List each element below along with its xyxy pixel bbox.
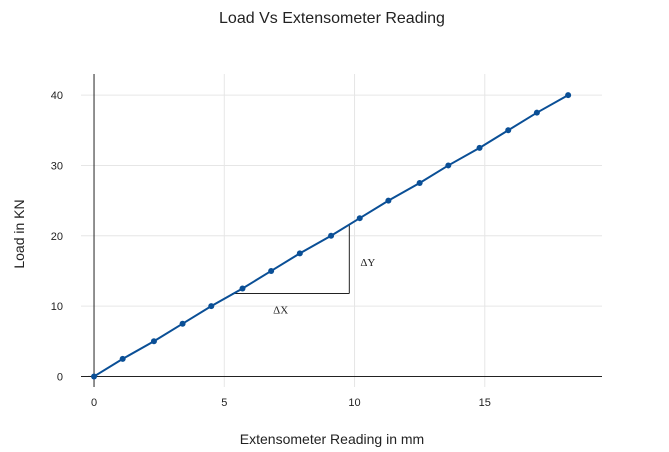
- delta-x-label: ΔX: [273, 304, 288, 316]
- delta-y-label: ΔY: [360, 257, 375, 269]
- chart-title: Load Vs Extensometer Reading: [219, 10, 445, 27]
- y-tick-label: 40: [51, 90, 63, 102]
- data-point: [208, 303, 215, 310]
- grid-lines: [81, 74, 602, 387]
- data-point: [91, 373, 98, 380]
- x-tick-label: 0: [91, 397, 97, 409]
- x-tick-label: 5: [221, 397, 227, 409]
- data-point: [565, 92, 572, 99]
- data-point: [416, 180, 423, 187]
- data-point: [268, 267, 275, 274]
- data-point: [445, 162, 452, 169]
- slope-annotation: ΔY ΔX: [232, 224, 375, 316]
- x-tick-label: 15: [479, 397, 491, 409]
- y-tick-label: 30: [51, 160, 63, 172]
- series-load: [91, 92, 572, 380]
- data-point: [119, 355, 126, 362]
- y-tick-label: 0: [57, 371, 63, 383]
- data-point: [533, 109, 540, 116]
- data-point: [385, 197, 392, 204]
- x-tick-label: 10: [348, 397, 360, 409]
- tick-labels: 0 10 20 30 40 0 5 10 15: [51, 90, 491, 409]
- y-axis-title: Load in KN: [11, 199, 27, 268]
- y-tick-label: 10: [51, 301, 63, 313]
- data-point: [356, 215, 363, 222]
- data-point: [328, 232, 335, 239]
- x-axis-title: Extensometer Reading in mm: [240, 431, 424, 447]
- data-point: [179, 320, 186, 327]
- data-point: [150, 338, 157, 345]
- data-point: [239, 285, 246, 292]
- data-point: [296, 250, 303, 257]
- data-point: [476, 144, 483, 151]
- y-tick-label: 20: [51, 231, 63, 243]
- data-point: [505, 127, 512, 134]
